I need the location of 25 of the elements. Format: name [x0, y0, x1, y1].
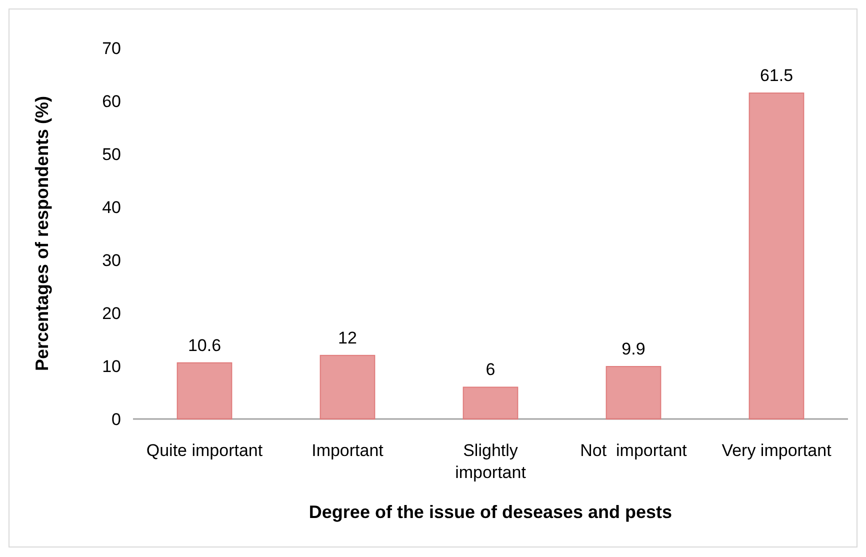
- x-tick-label: Slightly important: [455, 441, 526, 482]
- data-label: 9.9: [622, 340, 646, 359]
- bar: [176, 362, 232, 420]
- bar: [320, 354, 376, 420]
- y-axis-title: Percentages of respondents (%): [32, 96, 52, 372]
- x-tick-label: Important: [312, 441, 384, 460]
- data-label: 12: [338, 328, 357, 348]
- bar: [748, 92, 804, 420]
- x-tick-label: Very important: [722, 441, 832, 460]
- bar: [606, 366, 662, 420]
- y-tick-label: 60: [102, 92, 121, 111]
- x-tick-label: Not important: [580, 441, 688, 460]
- y-tick-label: 40: [102, 198, 121, 217]
- y-tick-label: 0: [112, 410, 121, 429]
- y-tick-label: 70: [102, 38, 121, 58]
- y-tick-label: 50: [102, 144, 121, 164]
- bar: [462, 386, 518, 420]
- y-tick-label: 30: [102, 250, 121, 270]
- data-label: 10.6: [188, 336, 222, 355]
- x-axis-title: Degree of the issue of deseases and pests: [308, 502, 672, 522]
- y-tick-label: 10: [102, 356, 121, 376]
- y-tick-label: 20: [102, 304, 121, 323]
- data-label: 61.5: [760, 66, 794, 86]
- x-tick-label: Quite important: [146, 441, 263, 460]
- data-label: 6: [486, 360, 496, 380]
